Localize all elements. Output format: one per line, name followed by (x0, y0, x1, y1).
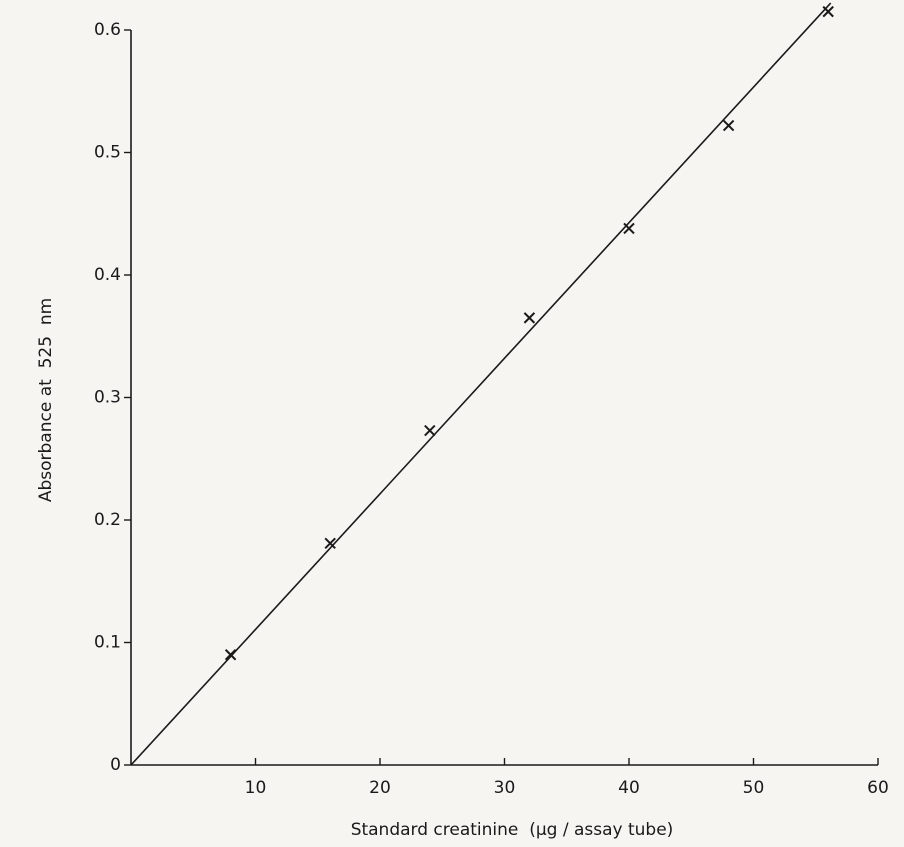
x-tick-label: 40 (618, 778, 640, 798)
point (523, 312, 536, 324)
y-tick-label: 0.5 (94, 143, 121, 163)
point-stroke (523, 312, 536, 324)
y-tick-label: 0.1 (94, 633, 121, 653)
point-stroke (623, 222, 635, 235)
y-tick-label: 0.3 (94, 388, 121, 408)
point-stroke (424, 424, 436, 437)
point (224, 649, 237, 661)
point (424, 424, 436, 437)
point-stroke (324, 537, 336, 549)
point (623, 222, 635, 235)
x-tick-label: 10 (245, 778, 267, 798)
y-tick-label: 0.4 (94, 265, 121, 285)
x-tick-label: 30 (494, 778, 516, 798)
point (324, 537, 336, 549)
x-tick-label: 20 (369, 778, 391, 798)
x-tick-label: 50 (743, 778, 765, 798)
y-axis-title: Absorbance at 525 nm (36, 298, 56, 502)
point-stroke (822, 5, 834, 18)
fit-line (130, 2, 832, 766)
y-tick-label: 0.6 (94, 20, 121, 40)
point-stroke (722, 119, 735, 132)
point-stroke (224, 649, 237, 661)
x-axis-title: Standard creatinine (µg / assay tube) (351, 820, 674, 840)
point (722, 119, 735, 132)
y-tick-label: 0 (110, 755, 121, 775)
y-tick-label: 0.2 (94, 510, 121, 530)
x-tick-label: 60 (867, 778, 889, 798)
